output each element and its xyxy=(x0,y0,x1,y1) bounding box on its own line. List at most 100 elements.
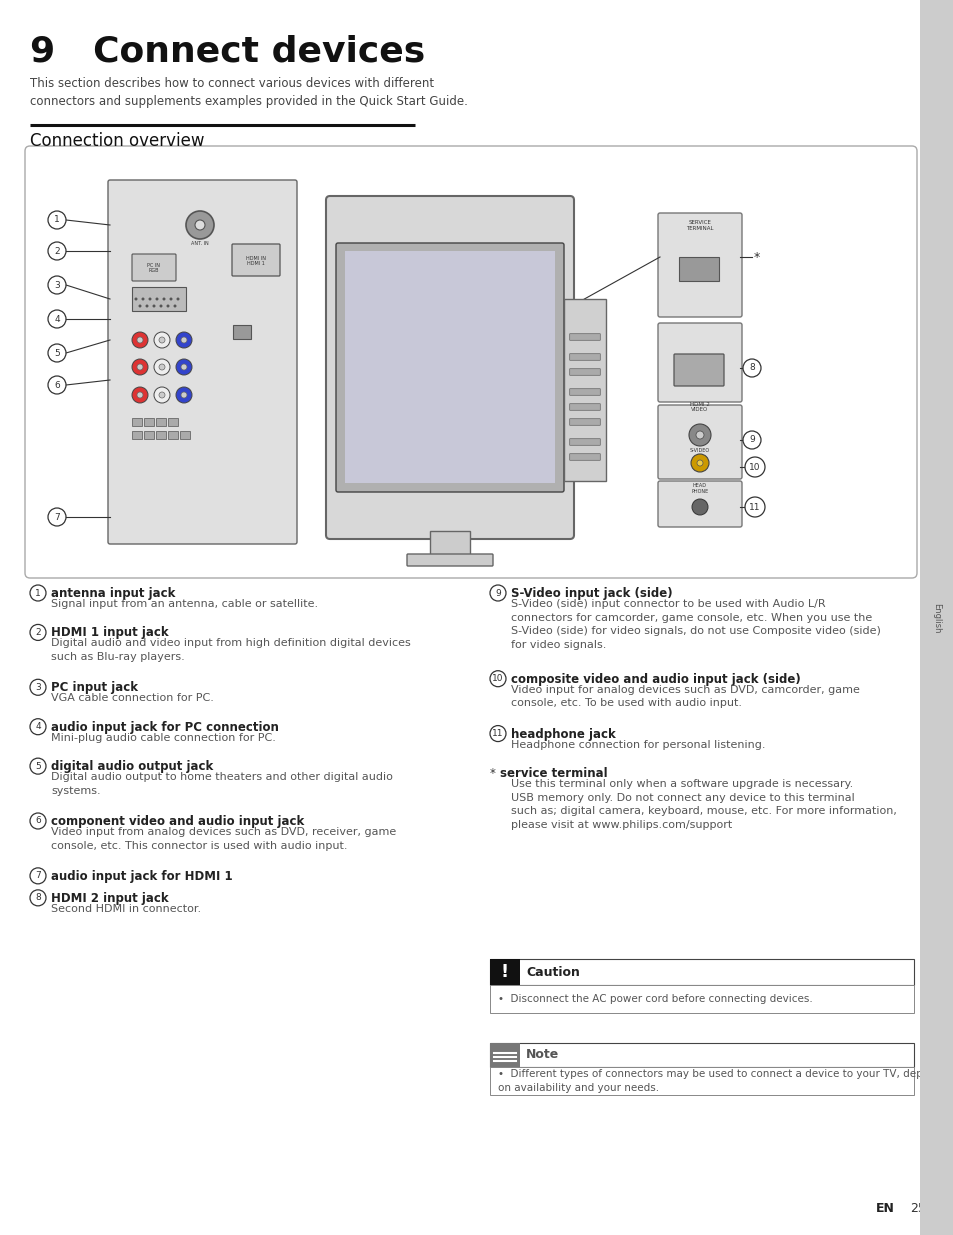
Circle shape xyxy=(181,337,187,343)
Text: 7: 7 xyxy=(54,513,60,521)
Circle shape xyxy=(30,719,46,735)
Circle shape xyxy=(159,391,165,398)
Circle shape xyxy=(744,457,764,477)
FancyBboxPatch shape xyxy=(144,417,154,426)
Bar xyxy=(490,1044,913,1067)
Text: 5: 5 xyxy=(35,762,41,771)
Circle shape xyxy=(159,364,165,370)
Circle shape xyxy=(175,387,192,403)
Circle shape xyxy=(48,375,66,394)
FancyBboxPatch shape xyxy=(132,417,142,426)
Text: 2: 2 xyxy=(54,247,60,256)
Text: composite video and audio input jack (side): composite video and audio input jack (si… xyxy=(511,673,800,685)
Circle shape xyxy=(134,298,137,300)
FancyBboxPatch shape xyxy=(345,251,555,483)
FancyBboxPatch shape xyxy=(569,369,599,375)
Circle shape xyxy=(149,298,152,300)
Circle shape xyxy=(146,305,149,308)
Text: !: ! xyxy=(500,963,509,981)
Circle shape xyxy=(137,364,143,370)
FancyBboxPatch shape xyxy=(569,389,599,395)
Text: Second HDMI in connector.: Second HDMI in connector. xyxy=(51,904,201,914)
FancyBboxPatch shape xyxy=(407,555,493,566)
Bar xyxy=(490,986,913,1013)
Text: 4: 4 xyxy=(54,315,60,324)
Text: 3: 3 xyxy=(54,280,60,289)
Text: HDMI IN
HDMI 1: HDMI IN HDMI 1 xyxy=(246,256,266,267)
Circle shape xyxy=(48,508,66,526)
Circle shape xyxy=(490,671,505,687)
FancyBboxPatch shape xyxy=(658,212,741,317)
Circle shape xyxy=(490,726,505,741)
FancyBboxPatch shape xyxy=(569,453,599,461)
Text: HDMI 2: HDMI 2 xyxy=(689,403,709,408)
FancyBboxPatch shape xyxy=(326,196,574,538)
Bar xyxy=(919,0,953,1235)
Text: This section describes how to connect various devices with different
connectors : This section describes how to connect va… xyxy=(30,77,467,109)
Circle shape xyxy=(175,359,192,375)
Text: Connection overview: Connection overview xyxy=(30,132,204,149)
Bar xyxy=(490,960,913,986)
Text: HEAD
PHONE: HEAD PHONE xyxy=(691,483,708,494)
Text: Digital audio and video input from high definition digital devices
such as Blu-r: Digital audio and video input from high … xyxy=(51,638,411,662)
FancyBboxPatch shape xyxy=(569,333,599,341)
Circle shape xyxy=(48,275,66,294)
Text: EN: EN xyxy=(875,1202,894,1215)
Circle shape xyxy=(690,454,708,472)
FancyBboxPatch shape xyxy=(679,257,719,282)
FancyBboxPatch shape xyxy=(132,431,142,438)
Circle shape xyxy=(30,890,46,905)
Circle shape xyxy=(138,305,141,308)
Circle shape xyxy=(137,337,143,343)
Text: Use this terminal only when a software upgrade is necessary.
USB memory only. Do: Use this terminal only when a software u… xyxy=(511,779,896,830)
FancyBboxPatch shape xyxy=(569,438,599,446)
Text: *: * xyxy=(753,251,760,263)
FancyBboxPatch shape xyxy=(563,299,605,480)
Text: audio input jack for PC connection: audio input jack for PC connection xyxy=(51,721,278,734)
Text: Signal input from an antenna, cable or satellite.: Signal input from an antenna, cable or s… xyxy=(51,599,317,609)
FancyBboxPatch shape xyxy=(658,405,741,479)
Text: *: * xyxy=(490,767,499,781)
Bar xyxy=(490,1044,519,1067)
Text: audio input jack for HDMI 1: audio input jack for HDMI 1 xyxy=(51,869,233,883)
FancyBboxPatch shape xyxy=(25,146,916,578)
Circle shape xyxy=(742,431,760,450)
Circle shape xyxy=(159,337,165,343)
Circle shape xyxy=(152,305,155,308)
FancyBboxPatch shape xyxy=(335,243,563,492)
FancyBboxPatch shape xyxy=(232,245,280,275)
Circle shape xyxy=(153,332,170,348)
Circle shape xyxy=(194,220,205,230)
Circle shape xyxy=(137,391,143,398)
Text: S-Video (side) input connector to be used with Audio L/R
connectors for camcorde: S-Video (side) input connector to be use… xyxy=(511,599,880,650)
Text: •  Disconnect the AC power cord before connecting devices.: • Disconnect the AC power cord before co… xyxy=(497,994,812,1004)
FancyBboxPatch shape xyxy=(673,354,723,387)
Text: 10: 10 xyxy=(748,462,760,472)
Circle shape xyxy=(162,298,165,300)
Text: S-Video input jack (side): S-Video input jack (side) xyxy=(511,587,672,600)
FancyBboxPatch shape xyxy=(430,531,470,557)
FancyBboxPatch shape xyxy=(156,431,167,438)
Circle shape xyxy=(141,298,144,300)
Text: service terminal: service terminal xyxy=(499,767,607,781)
Text: Note: Note xyxy=(525,1049,558,1062)
Bar xyxy=(490,960,519,986)
FancyBboxPatch shape xyxy=(169,417,178,426)
Circle shape xyxy=(181,391,187,398)
Text: 7: 7 xyxy=(35,872,41,881)
Text: HDMI 2 input jack: HDMI 2 input jack xyxy=(51,892,169,905)
FancyBboxPatch shape xyxy=(569,419,599,425)
Circle shape xyxy=(186,211,213,240)
Text: 1: 1 xyxy=(54,215,60,225)
Text: HDMI 1 input jack: HDMI 1 input jack xyxy=(51,626,169,640)
Circle shape xyxy=(30,625,46,641)
FancyBboxPatch shape xyxy=(180,431,191,438)
FancyBboxPatch shape xyxy=(569,353,599,361)
Circle shape xyxy=(132,387,148,403)
Text: 8: 8 xyxy=(35,893,41,903)
Circle shape xyxy=(490,585,505,601)
Circle shape xyxy=(181,364,187,370)
Circle shape xyxy=(175,332,192,348)
Text: PC input jack: PC input jack xyxy=(51,682,138,694)
Circle shape xyxy=(155,298,158,300)
